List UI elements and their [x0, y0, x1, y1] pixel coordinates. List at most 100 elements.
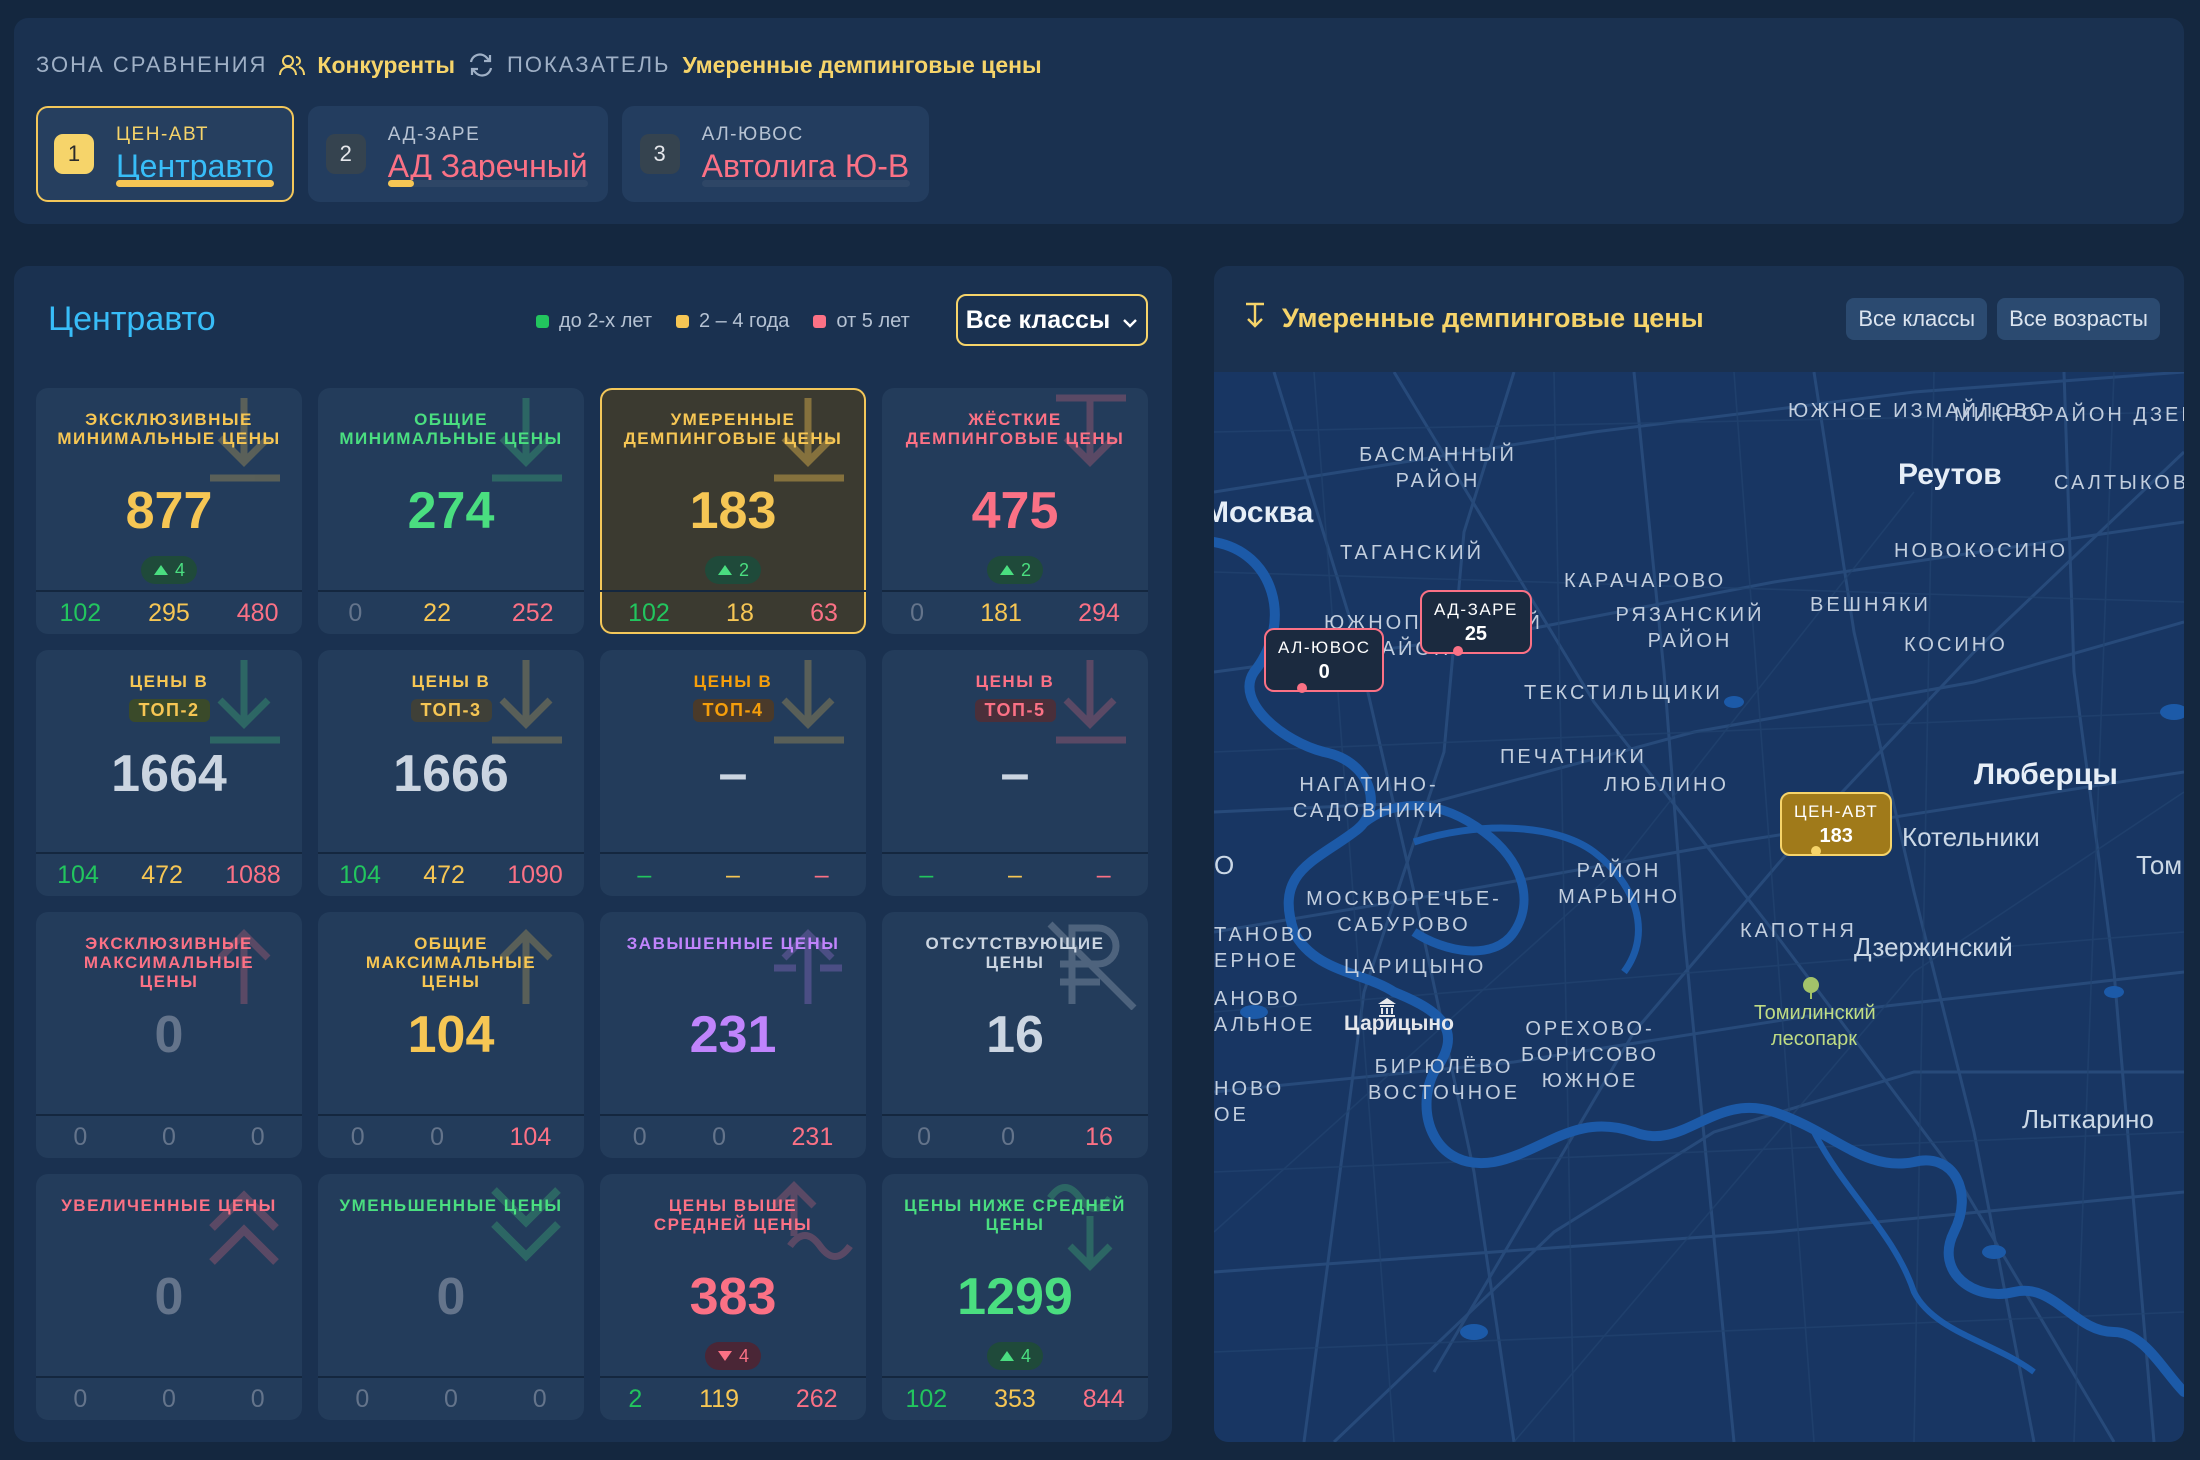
metric-card[interactable]: ЦЕНЫ НИЖЕ СРЕДНЕЙ ЦЕНЫ 1299 4 102 353 844	[882, 1174, 1148, 1420]
competitor-code: АЛ-ЮВОС	[701, 123, 804, 145]
card-title-text: ЦЕНЫ ВЫШЕ СРЕДНЕЙ ЦЕНЫ	[653, 1196, 813, 1234]
metric-card[interactable]: ЭКСКЛЮЗИВНЫЕ МИНИМАЛЬНЫЕ ЦЕНЫ 877 4 102 2…	[36, 388, 302, 634]
card-title-text: УВЕЛИЧЕННЫЕ ЦЕНЫ	[61, 1196, 277, 1215]
district-label: КАПОТНЯ	[1740, 920, 1857, 942]
breakdown-value: 0	[444, 1384, 458, 1413]
map-filters: Все классы Все возрасты	[1846, 298, 2160, 340]
card-breakdown: 102 18 63	[600, 590, 866, 634]
card-title-text: ЦЕНЫ В	[975, 672, 1055, 691]
card-title: ЭКСКЛЮЗИВНЫЕ МИНИМАЛЬНЫЕ ЦЕНЫ	[56, 410, 282, 448]
arrow-down-wave-icon	[1047, 1184, 1113, 1271]
city-label: Том	[2136, 850, 2183, 880]
card-breakdown: 0 22 252	[318, 590, 584, 634]
comparison-breadcrumb: ЗОНА СРАВНЕНИЯ Конкуренты ПОКАЗАТЕЛЬ Уме…	[36, 48, 1042, 82]
filter-classes-button[interactable]: Все классы	[1846, 298, 1988, 340]
city-label: Люберцы	[1974, 758, 2118, 791]
breakdown-value: 262	[795, 1384, 838, 1413]
district-label: ТЕКСТИЛЬЩИКИ	[1524, 682, 1723, 704]
breakdown-value: –	[637, 860, 652, 889]
card-title: ЦЕНЫ НИЖЕ СРЕДНЕЙ ЦЕНЫ	[902, 1196, 1128, 1234]
map-pin-cen-avt[interactable]: ЦЕН-АВТ 183	[1780, 792, 1893, 856]
delta-value: 4	[174, 559, 186, 580]
pin-code: ЦЕН-АВТ	[1794, 802, 1879, 821]
map-marker[interactable]	[1297, 683, 1307, 693]
breakdown-value: 0	[1001, 1122, 1015, 1151]
card-breakdown: 0 0 0	[36, 1114, 302, 1158]
competitor-text: АД-ЗАРЕ АД Заречный	[388, 124, 588, 185]
breakdown-value: 0	[910, 598, 925, 627]
card-title-text: ЦЕНЫ НИЖЕ СРЕДНЕЙ ЦЕНЫ	[904, 1196, 1126, 1234]
map[interactable]: ЮЖНОЕ ИЗМАЙЛОВО МИКРОРАЙОН ДЗЕРЖИНСКОГО …	[1214, 372, 2184, 1442]
map-marker[interactable]	[1811, 846, 1821, 856]
map-marker[interactable]	[1453, 646, 1463, 656]
pin-value: 183	[1819, 825, 1853, 847]
metric-value[interactable]: Умеренные демпинговые цены	[682, 51, 1042, 78]
competitor-name: Центравто	[116, 147, 274, 184]
metric-card[interactable]: ЭКСКЛЮЗИВНЫЕ МАКСИМАЛЬНЫЕ ЦЕНЫ 0 0 0 0	[36, 912, 302, 1158]
card-value: 877	[125, 482, 213, 540]
metric-card[interactable]: ЦЕНЫ В ТОП-4 – – – –	[600, 650, 866, 896]
breakdown-value: 0	[162, 1122, 176, 1151]
metric-card[interactable]: ЗАВЫШЕННЫЕ ЦЕНЫ 231 0 0 231	[600, 912, 866, 1158]
map-background	[1214, 372, 2184, 1442]
zone-value[interactable]: Конкуренты	[317, 51, 456, 78]
swap-icon[interactable]	[467, 52, 495, 78]
metric-card[interactable]: ОБЩИЕ МИНИМАЛЬНЫЕ ЦЕНЫ 274 0 22 252	[318, 388, 584, 634]
metric-card[interactable]: ОБЩИЕ МАКСИМАЛЬНЫЕ ЦЕНЫ 104 0 0 104	[318, 912, 584, 1158]
district-label: НАГАТИНО-САДОВНИКИ	[1292, 774, 1446, 822]
tree-icon	[1800, 976, 1822, 1005]
district-label: ЮЖНОЕ ИЗМАЙЛОВО	[1788, 400, 2048, 422]
district-label: ТАНОВО ЕРНОЕ	[1214, 924, 1316, 972]
card-title-text: ЦЕНЫ В	[129, 672, 209, 691]
district-label: КОСИНО	[1904, 634, 2008, 656]
district-label: ПЕЧАТНИКИ	[1500, 746, 1647, 768]
competitor-progress-fill	[116, 180, 274, 187]
arrow-up-wave-icon	[771, 1181, 853, 1260]
metric-card[interactable]: ЖЁСТКИЕ ДЕМПИНГОВЫЕ ЦЕНЫ 475 2 0 181 294	[882, 388, 1148, 634]
arrow-down-icon	[774, 660, 844, 744]
card-title-text: ЭКСКЛЮЗИВНЫЕ МАКСИМАЛЬНЫЕ ЦЕНЫ	[83, 934, 255, 991]
competitor-tab[interactable]: 3 АЛ-ЮВОС Автолига Ю-В	[621, 106, 930, 202]
metric-card[interactable]: ЦЕНЫ ВЫШЕ СРЕДНЕЙ ЦЕНЫ 383 4 2 119 262	[600, 1174, 866, 1420]
card-title: ЖЁСТКИЕ ДЕМПИНГОВЫЕ ЦЕНЫ	[902, 410, 1128, 448]
arrow-down-icon	[774, 398, 844, 482]
card-breakdown: 104 472 1088	[36, 852, 302, 896]
card-value: 183	[689, 482, 777, 540]
card-breakdown: 104 472 1090	[318, 852, 584, 896]
breakdown-value: 0	[712, 1122, 727, 1151]
competitor-tab[interactable]: 1 ЦЕН-АВТ Центравто	[36, 106, 294, 202]
card-title-text: ОБЩИЕ МАКСИМАЛЬНЫЕ ЦЕНЫ	[365, 934, 537, 991]
arrow-down-icon	[492, 660, 562, 744]
metric-card[interactable]: ОТСУТСТВУЮЩИЕ ЦЕНЫ 16 0 0 16	[882, 912, 1148, 1158]
competitor-name: АД Заречный	[387, 147, 588, 184]
triangle-up-icon	[999, 565, 1014, 575]
chevrons-down-icon	[491, 1187, 561, 1262]
delta-value: 4	[1020, 1345, 1032, 1366]
district-label: КАРАЧАРОВО	[1564, 570, 1727, 592]
pin-code: АД-ЗАРЕ	[1434, 600, 1518, 619]
arrow-down-bar-icon	[1242, 300, 1268, 337]
metric-card[interactable]: УВЕЛИЧЕННЫЕ ЦЕНЫ 0 0 0 0	[36, 1174, 302, 1420]
city-label: Котельники	[1902, 822, 2040, 852]
arrow-up-bar-icon	[774, 929, 842, 1004]
card-title-text: ЭКСКЛЮЗИВНЫЕ МИНИМАЛЬНЫЕ ЦЕНЫ	[57, 410, 281, 448]
metric-card[interactable]: ЦЕНЫ В ТОП-2 1664 104 472 1088	[36, 650, 302, 896]
breakdown-value: 0	[73, 1122, 88, 1151]
card-value: 383	[689, 1268, 777, 1326]
card-title: ЦЕНЫ В ТОП-3	[338, 672, 564, 722]
map-pin-ad-zare[interactable]: АД-ЗАРЕ 25	[1420, 590, 1532, 654]
metric-card[interactable]: УМЕНЬШЕННЫЕ ЦЕНЫ 0 0 0 0	[318, 1174, 584, 1420]
metric-card[interactable]: УМЕРЕННЫЕ ДЕМПИНГОВЫЕ ЦЕНЫ 183 2 102 18 63	[600, 388, 866, 634]
filter-ages-button[interactable]: Все возрасты	[1997, 298, 2160, 340]
ruble-off-icon	[1047, 921, 1137, 1010]
metric-card[interactable]: ЦЕНЫ В ТОП-5 – – – –	[882, 650, 1148, 896]
breakdown-value: 844	[1082, 1384, 1125, 1413]
rank-tag: ТОП-4	[692, 699, 774, 722]
card-value: 274	[407, 482, 495, 540]
metric-card[interactable]: ЦЕНЫ В ТОП-3 1666 104 472 1090	[318, 650, 584, 896]
zone-label: ЗОНА СРАВНЕНИЯ	[36, 52, 268, 77]
breakdown-value: 181	[980, 598, 1022, 627]
map-pin-al-yuvos[interactable]: АЛ-ЮВОС 0	[1264, 628, 1385, 692]
class-select[interactable]: Все классы	[956, 294, 1148, 346]
competitor-tab[interactable]: 2 АД-ЗАРЕ АД Заречный	[307, 106, 608, 202]
